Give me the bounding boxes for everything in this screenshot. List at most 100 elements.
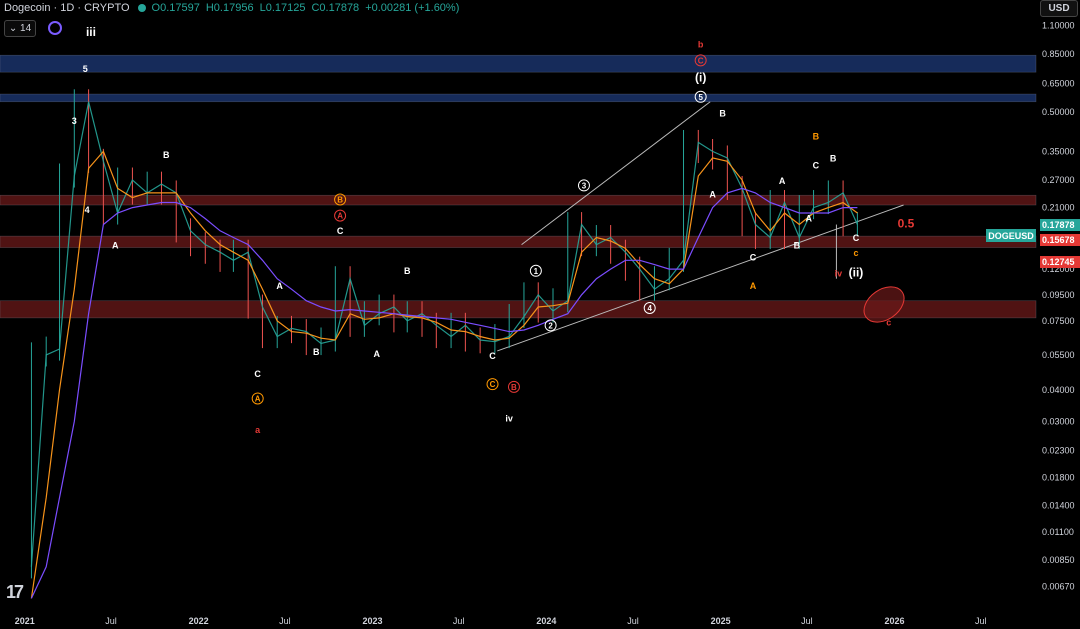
zone-0 <box>0 54 1037 73</box>
wave-label-26: C <box>698 56 704 65</box>
y-tick-13: 0.03000 <box>1042 417 1075 427</box>
ohlc-low: L0.17125 <box>259 2 306 14</box>
wave-circle-21 <box>544 319 557 332</box>
wave-label-39: c <box>853 248 858 258</box>
wave-circle-8 <box>251 392 264 405</box>
zone-2 <box>0 194 1037 206</box>
wave-label-9: a <box>255 425 261 435</box>
wave-label-22: 3 <box>582 181 587 190</box>
price-tag-1: 0.15678 <box>1040 233 1080 246</box>
wave-circle-18 <box>507 380 520 393</box>
wave-label-5: A <box>112 240 119 250</box>
y-tick-18: 0.00850 <box>1042 555 1075 565</box>
wave-label-37: B <box>830 153 837 163</box>
ma-slow-line <box>30 187 858 599</box>
ohlc-change: +0.00281 (+1.60%) <box>365 2 460 14</box>
wave-label-25: (i) <box>695 71 706 85</box>
symbol-price-label: DOGEUSD <box>986 229 1036 242</box>
zones-layer <box>0 54 1037 319</box>
wave-label-7: C <box>254 369 261 379</box>
wave-label-23: 4 <box>647 304 652 313</box>
y-tick-10: 0.07500 <box>1042 316 1075 326</box>
x-tick-1: Jul <box>105 616 117 626</box>
wave-label-21: 2 <box>548 321 553 330</box>
wave-label-41: (ii) <box>849 266 864 280</box>
wave-label-24: 5 <box>698 93 703 102</box>
wave-label-8: A <box>255 394 261 403</box>
currency-button[interactable]: USD <box>1040 0 1078 17</box>
y-tick-8: 0.12000 <box>1042 264 1075 274</box>
y-tick-3: 0.50000 <box>1042 107 1075 117</box>
target-ellipse <box>863 286 905 323</box>
zone-3 <box>0 235 1037 248</box>
wave-label-2: 3 <box>72 116 77 126</box>
wave-circle-20 <box>529 264 542 277</box>
wave-label-42: 0.5 <box>898 217 915 231</box>
tradingview-logo[interactable]: 17 <box>6 582 24 602</box>
wave-label-33: B <box>794 240 801 250</box>
wave-label-27: b <box>698 40 704 50</box>
x-tick-2: 2022 <box>189 616 209 626</box>
x-axis[interactable]: 2021 Jul 2022 Jul 2023 Jul 2024 Jul 2025 Jul 2026 J… <box>15 616 987 626</box>
wave-circle-12 <box>334 209 347 222</box>
indicator-toggle[interactable]: ⌄ 14 <box>4 20 36 37</box>
x-tick-11: Jul <box>975 616 987 626</box>
wave-circle-23 <box>643 301 656 314</box>
symbol-header: Dogecoin · 1D · CRYPTO O0.17597 H0.17956… <box>0 0 465 16</box>
wave-label-18: B <box>511 383 517 392</box>
indicator-circle-icon[interactable] <box>48 21 62 35</box>
wave-label-43: c <box>886 317 891 327</box>
trendlines-layer <box>497 101 905 352</box>
wave-circle-26 <box>694 54 707 67</box>
wave-label-17: C <box>490 380 496 389</box>
upper-trendline <box>521 101 711 245</box>
wave-label-19: iv <box>505 414 513 424</box>
x-tick-9: Jul <box>801 616 813 626</box>
y-axis[interactable]: 1.10000 0.85000 0.65000 0.50000 0.35000 0.270… <box>1042 21 1075 592</box>
wave-label-16: C <box>489 351 496 361</box>
wave-label-15: B <box>404 266 411 276</box>
wave-label-12: A <box>337 212 343 221</box>
price-tag-2: 0.12745 <box>1040 256 1080 269</box>
y-tick-9: 0.09500 <box>1042 290 1075 300</box>
x-tick-7: Jul <box>627 616 639 626</box>
price-line <box>30 101 858 567</box>
symbol-title[interactable]: Dogecoin · 1D · CRYPTO <box>4 2 130 14</box>
y-tick-5: 0.27000 <box>1042 175 1075 185</box>
y-tick-14: 0.02300 <box>1042 446 1075 456</box>
wave-label-11: B <box>337 195 343 204</box>
y-tick-2: 0.65000 <box>1042 78 1075 88</box>
zone-1 <box>0 93 1037 103</box>
y-tick-12: 0.04000 <box>1042 385 1075 395</box>
wave-label-10: B <box>313 347 320 357</box>
y-tick-17: 0.01100 <box>1042 527 1074 537</box>
x-tick-3: Jul <box>279 616 291 626</box>
lower-trendline <box>497 204 904 352</box>
wave-circle-17 <box>486 378 499 391</box>
x-tick-0: 2021 <box>15 616 35 626</box>
price-tag-0: 0.17878 <box>1040 219 1080 232</box>
wave-circle-11 <box>334 193 347 206</box>
wave-label-38: C <box>853 233 860 243</box>
zone-4 <box>0 300 1037 319</box>
wave-label-3: 4 <box>85 205 90 215</box>
wave-label-13: C <box>337 226 344 236</box>
wave-label-29: A <box>709 190 716 200</box>
wave-label-36: B <box>813 132 820 142</box>
y-tick-0: 1.10000 <box>1042 21 1075 31</box>
y-tick-19: 0.00670 <box>1042 581 1075 591</box>
x-tick-4: 2023 <box>362 616 382 626</box>
wave-label-0: iii <box>86 25 96 39</box>
ohlc-high: H0.17956 <box>205 2 254 14</box>
x-tick-5: Jul <box>453 616 465 626</box>
wave-label-32: A <box>779 176 786 186</box>
y-tick-16: 0.01400 <box>1042 500 1075 510</box>
x-tick-10: 2026 <box>885 616 905 626</box>
wave-label-30: C <box>750 252 757 262</box>
y-tick-6: 0.21000 <box>1042 203 1075 213</box>
wave-label-34: A <box>806 214 813 224</box>
wave-circle-22 <box>577 179 590 192</box>
y-tick-11: 0.05500 <box>1042 350 1075 360</box>
ma-fast-line <box>30 150 858 599</box>
